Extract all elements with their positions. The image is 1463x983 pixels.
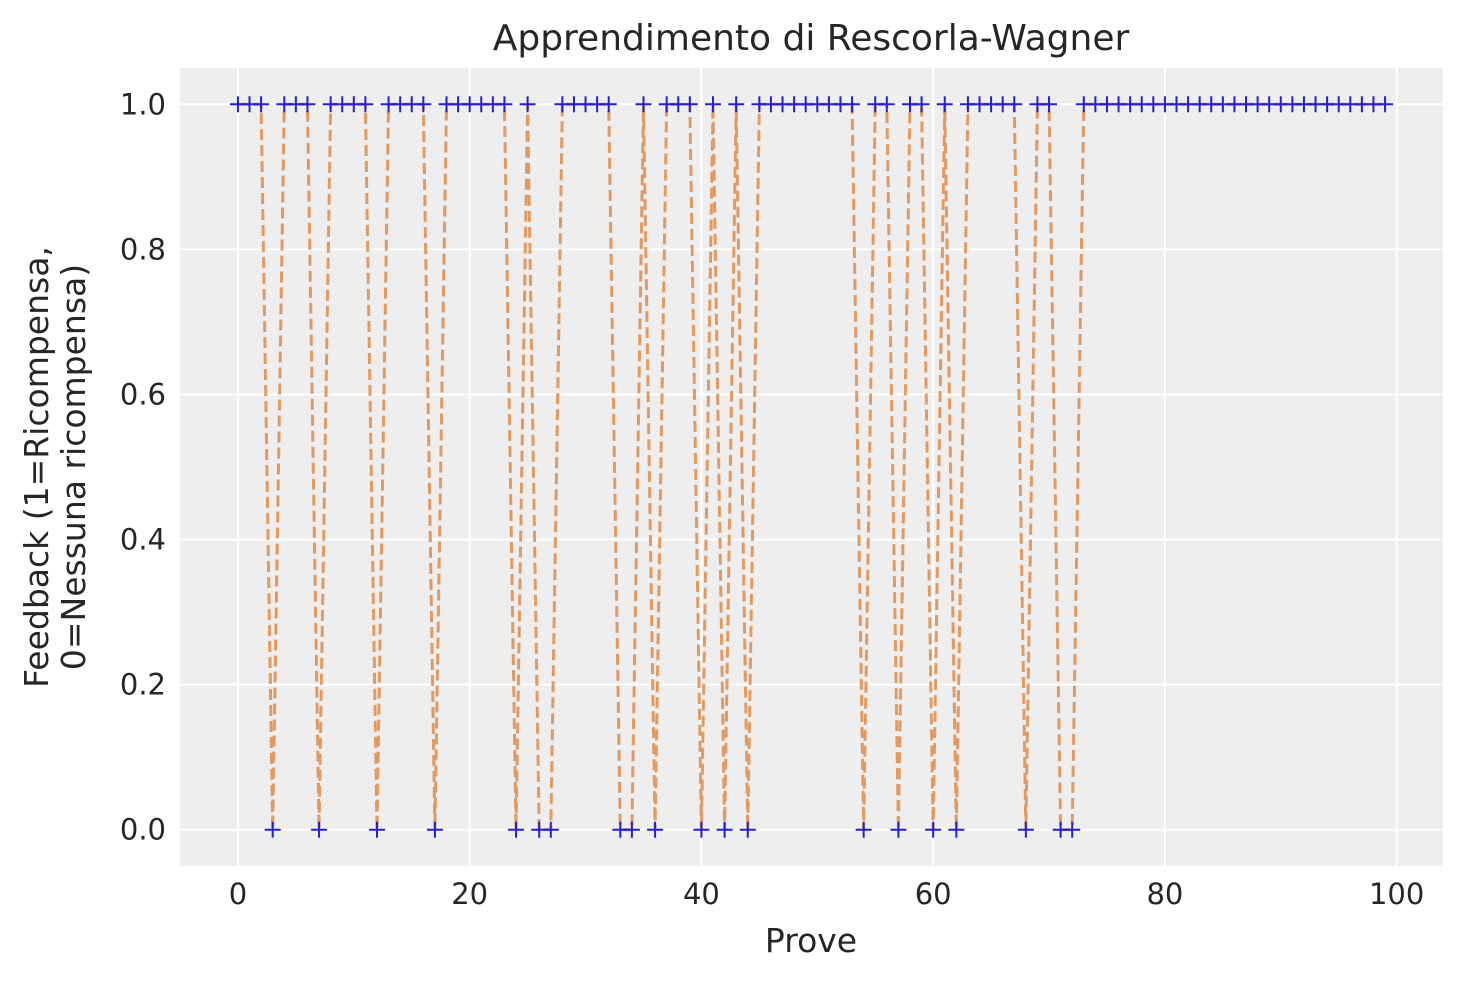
data-point-marker: [496, 96, 513, 113]
data-point-marker: [728, 96, 745, 113]
data-point-marker: [693, 821, 710, 838]
y-tick-label: 0.6: [120, 377, 166, 411]
data-point-marker: [1064, 821, 1081, 838]
data-point-marker: [600, 96, 617, 113]
data-point-marker: [253, 96, 270, 113]
data-point-marker: [1017, 821, 1034, 838]
data-point-marker: [647, 821, 664, 838]
x-tick-label: 60: [915, 877, 952, 911]
data-point-marker: [368, 821, 385, 838]
data-point-marker: [635, 96, 652, 113]
data-point-marker: [542, 821, 559, 838]
data-point-marker: [1006, 96, 1023, 113]
y-axis-label-line-2: 0=Nessuna ricompensa): [54, 264, 93, 670]
chart-title: Apprendimento di Rescorla-Wagner: [493, 18, 1130, 59]
series-markers: [229, 96, 1394, 838]
data-point-marker: [925, 821, 942, 838]
data-point-marker: [311, 821, 328, 838]
x-tick-label: 100: [1369, 877, 1424, 911]
data-point-marker: [705, 96, 722, 113]
data-point-marker: [357, 96, 374, 113]
y-axis-label: Feedback (1=Ricompensa, 0=Nessuna ricomp…: [17, 246, 93, 688]
data-point-marker: [890, 821, 907, 838]
plot-area: [180, 68, 1443, 866]
data-point-marker: [1041, 96, 1058, 113]
x-tick-label: 40: [683, 877, 720, 911]
data-point-marker: [878, 96, 895, 113]
y-tick-label: 0.4: [120, 523, 166, 557]
data-point-marker: [855, 821, 872, 838]
data-point-marker: [1377, 96, 1394, 113]
x-tick-labels: 0 20 40 60 80 100: [229, 877, 1425, 911]
x-tick-label: 0: [229, 877, 247, 911]
data-point-marker: [426, 821, 443, 838]
data-point-marker: [844, 96, 861, 113]
x-tick-label: 80: [1146, 877, 1183, 911]
x-axis-label: Prove: [765, 921, 857, 960]
y-tick-labels: 0.0 0.2 0.4 0.6 0.8 1.0: [120, 87, 166, 846]
data-point-marker: [264, 821, 281, 838]
data-point-marker: [716, 821, 733, 838]
data-point-marker: [623, 821, 640, 838]
data-point-marker: [948, 821, 965, 838]
data-point-marker: [739, 821, 756, 838]
data-point-marker: [508, 821, 525, 838]
data-point-marker: [299, 96, 316, 113]
y-tick-label: 1.0: [120, 87, 166, 121]
x-tick-label: 20: [451, 877, 488, 911]
data-point-marker: [415, 96, 432, 113]
data-point-marker: [519, 96, 536, 113]
y-tick-label: 0.2: [120, 668, 166, 702]
data-point-marker: [681, 96, 698, 113]
y-tick-label: 0.8: [120, 232, 166, 266]
data-point-marker: [913, 96, 930, 113]
y-tick-label: 0.0: [120, 813, 166, 847]
data-point-marker: [936, 96, 953, 113]
y-axis-label-line-1: Feedback (1=Ricompensa,: [17, 246, 56, 688]
